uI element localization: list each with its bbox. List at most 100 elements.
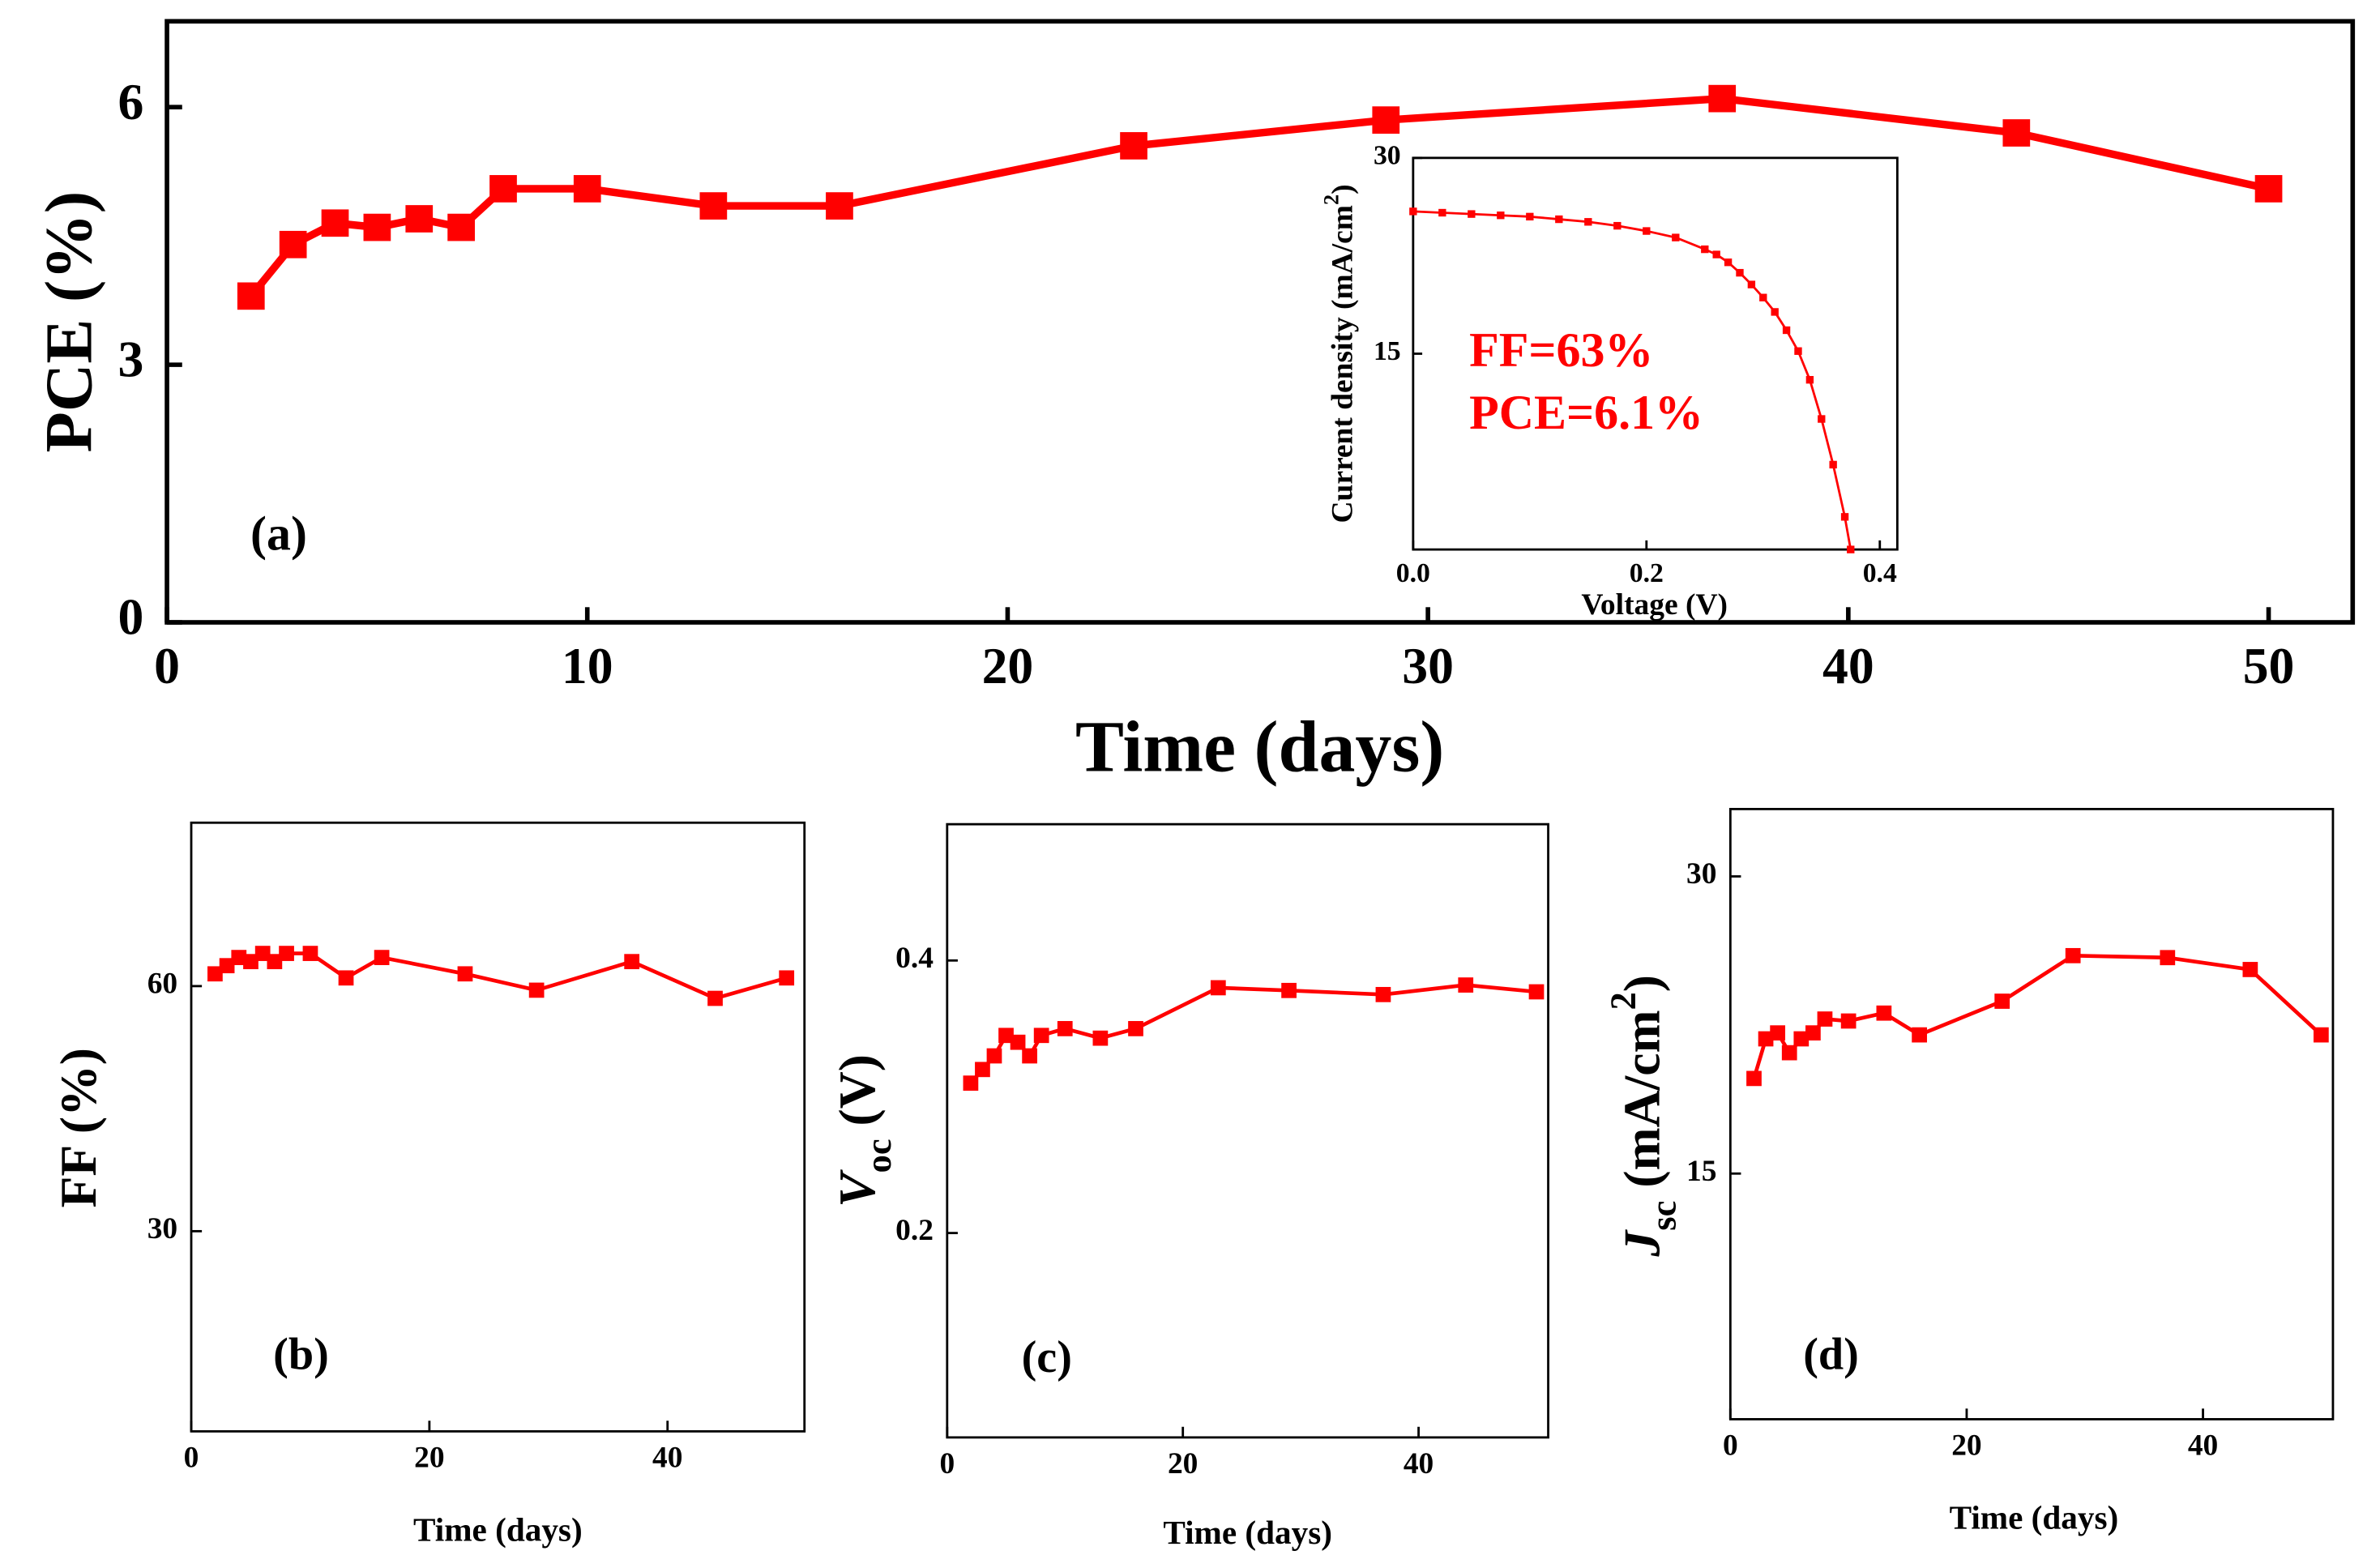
data-marker <box>374 950 390 965</box>
y-axis-label-part: sc <box>1643 1201 1684 1231</box>
x-tick-label: 40 <box>652 1442 682 1475</box>
x-tick-label: 10 <box>562 637 613 694</box>
x-tick-label: 0.0 <box>1396 558 1430 588</box>
data-marker <box>699 192 728 220</box>
data-marker <box>1758 1031 1774 1047</box>
data-marker <box>1782 326 1791 335</box>
y-axis-label-part: ) <box>1326 184 1359 194</box>
plot-frame <box>165 19 2356 625</box>
y-tick-label: 0.4 <box>895 942 934 975</box>
data-marker <box>279 230 307 258</box>
x-tick-label: 30 <box>1402 637 1454 694</box>
data-marker <box>1409 207 1417 216</box>
data-marker <box>1497 211 1505 220</box>
data-marker <box>1793 1031 1810 1047</box>
data-marker <box>1829 460 1837 469</box>
x-tick-label: 20 <box>1951 1429 1981 1463</box>
annotation: (a) <box>250 507 307 561</box>
data-marker <box>231 950 247 965</box>
data-marker <box>1372 106 1400 134</box>
x-tick-label: 50 <box>2243 637 2295 694</box>
x-tick-label: 0 <box>154 637 180 694</box>
data-marker <box>1805 376 1814 384</box>
data-marker <box>457 966 473 982</box>
plot-frame <box>1728 808 2335 1421</box>
data-marker <box>1794 347 1802 355</box>
data-marker <box>447 213 475 241</box>
x-axis-label: Time (days) <box>413 1510 583 1549</box>
data-line <box>248 94 2270 299</box>
data-line <box>1412 210 1852 550</box>
data-marker <box>1771 308 1779 316</box>
y-tick-label: 30 <box>1686 857 1716 891</box>
y-axis-label-part: oc <box>858 1139 899 1173</box>
x-axis-label: Time (days) <box>1950 1498 2119 1536</box>
data-line <box>969 983 1537 1085</box>
data-marker <box>1876 1005 1892 1021</box>
plot-frame <box>190 821 806 1433</box>
data-marker <box>237 282 265 310</box>
data-marker <box>279 946 294 961</box>
data-marker <box>2160 950 2176 966</box>
data-marker <box>1724 258 1733 267</box>
annotation: PCE=6.1% <box>1469 386 1703 439</box>
x-tick-label: 40 <box>1822 637 1874 694</box>
y-tick-label: 0 <box>118 588 144 646</box>
data-marker <box>1770 1025 1786 1041</box>
y-axis-label-part: J <box>1613 1229 1670 1258</box>
data-marker <box>1458 977 1474 993</box>
y-axis-label-part: V <box>828 1169 886 1207</box>
plot-frame <box>946 822 1549 1439</box>
data-marker <box>2313 1027 2329 1043</box>
data-marker <box>405 205 434 233</box>
data-marker <box>1818 415 1826 423</box>
annotation: FF=63% <box>1469 323 1653 377</box>
x-tick-label: 40 <box>1404 1447 1434 1480</box>
data-marker <box>1210 980 1226 996</box>
data-marker <box>1708 84 1737 113</box>
y-tick-label: 60 <box>147 967 177 1000</box>
y-axis-label: PCE (%) <box>32 191 106 453</box>
data-marker <box>963 1075 979 1092</box>
data-marker <box>1033 1028 1049 1044</box>
data-marker <box>1712 250 1720 258</box>
data-marker <box>1092 1030 1109 1046</box>
data-marker <box>1643 227 1651 235</box>
data-marker <box>1672 233 1680 241</box>
x-tick-label: 20 <box>1168 1447 1198 1480</box>
data-marker <box>1840 513 1849 521</box>
data-line <box>214 951 788 1001</box>
data-marker <box>1746 1070 1762 1087</box>
data-marker <box>1528 984 1545 1000</box>
annotation: (d) <box>1803 1329 1859 1379</box>
data-marker <box>302 946 318 961</box>
data-marker <box>1555 215 1563 224</box>
data-marker <box>1022 1048 1037 1064</box>
x-tick-label: 20 <box>414 1442 444 1475</box>
data-marker <box>1128 1021 1143 1036</box>
data-marker <box>207 966 223 982</box>
data-marker <box>1584 218 1592 226</box>
y-axis-label: Current density (mA/cm2) <box>1319 184 1359 523</box>
y-tick-label: 30 <box>147 1212 177 1245</box>
data-marker <box>1840 1013 1857 1029</box>
annotation: (b) <box>273 1329 329 1379</box>
x-tick-label: 40 <box>2188 1429 2218 1463</box>
data-marker <box>826 192 853 220</box>
data-marker <box>338 970 354 986</box>
y-tick-label: 30 <box>1374 141 1401 171</box>
data-marker <box>1994 993 2010 1009</box>
inset-background <box>1412 157 1898 550</box>
data-marker <box>1120 132 1147 160</box>
x-axis-label: Time (days) <box>1163 1514 1332 1552</box>
y-axis-label-part: FF (%) <box>49 1048 107 1207</box>
data-marker <box>1375 986 1391 1002</box>
data-marker <box>1736 268 1744 277</box>
y-axis-label: Jsc (mA/cm2) <box>1603 975 1684 1258</box>
y-axis-label-part: (mA/cm <box>1613 1010 1670 1200</box>
data-marker <box>267 954 283 970</box>
data-marker <box>1010 1034 1026 1050</box>
data-marker <box>998 1028 1014 1044</box>
y-tick-label: 0.2 <box>895 1214 934 1247</box>
